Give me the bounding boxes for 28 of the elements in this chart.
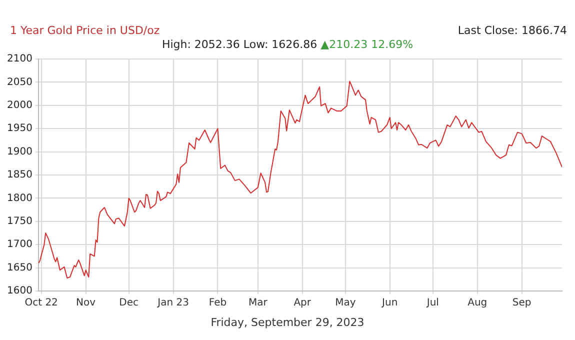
x-tick-label: Jan 23 xyxy=(156,298,189,309)
y-tick-label: 1700 xyxy=(6,239,32,250)
x-tick-label: Feb xyxy=(208,298,227,309)
y-tick-label: 2100 xyxy=(6,54,32,65)
y-tick-label: 1600 xyxy=(6,286,32,297)
y-tick-label: 2000 xyxy=(6,100,32,111)
y-tick-label: 1750 xyxy=(6,216,32,227)
y-tick-label: 1950 xyxy=(6,123,32,134)
x-tick-label: Mar xyxy=(248,298,268,309)
x-tick-label: Nov xyxy=(76,298,96,309)
y-tick-label: 1900 xyxy=(6,146,32,158)
text: Last Close: 1866.74 xyxy=(458,24,567,37)
x-tick-label: Sep xyxy=(512,298,532,309)
text: Friday, September 29, 2023 xyxy=(210,316,366,329)
y-tick-label: 2050 xyxy=(6,76,32,88)
text: ▲210.23 12.69% xyxy=(320,38,414,51)
x-tick-label: Oct 22 xyxy=(24,298,58,309)
x-tick-label: May xyxy=(335,298,356,309)
x-tick-label: Jul xyxy=(426,298,439,309)
x-tick-label: Apr xyxy=(294,298,312,309)
x-tick-label: Dec xyxy=(119,298,138,309)
chart-subtitle: High: 2052.36 Low: 1626.86 xyxy=(162,38,318,51)
y-tick-label: 1850 xyxy=(6,170,32,181)
y-tick-label: 1800 xyxy=(6,192,32,204)
x-tick-label: Jun xyxy=(381,298,398,309)
chart-title: 1 Year Gold Price in USD/oz xyxy=(10,24,160,37)
y-tick-label: 1650 xyxy=(6,262,32,274)
x-tick-label: Aug xyxy=(468,298,488,309)
